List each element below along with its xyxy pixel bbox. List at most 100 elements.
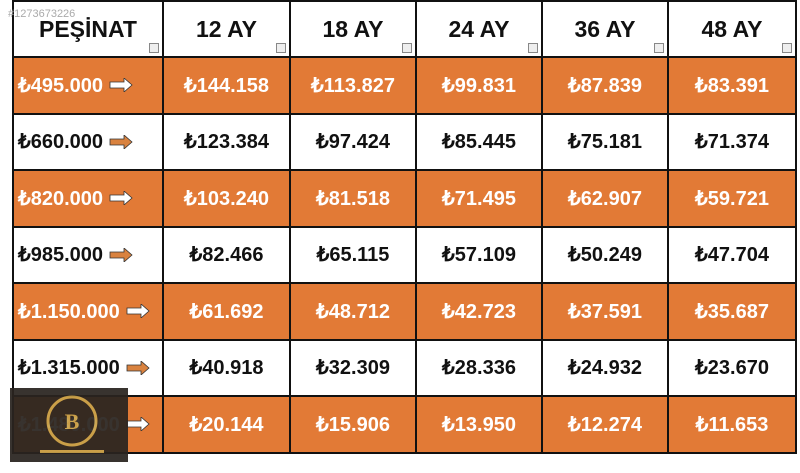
installment-cell: ₺65.115 — [289, 225, 417, 284]
installment-cell: ₺82.466 — [162, 225, 291, 284]
cell-text: ₺113.827 — [311, 74, 395, 97]
installment-cell: ₺75.181 — [541, 112, 669, 171]
watermark-id: #1273673226 — [8, 8, 76, 20]
installment-cell: ₺81.518 — [289, 169, 417, 228]
installment-cell: ₺48.712 — [289, 282, 417, 341]
cell-text: ₺42.723 — [442, 300, 516, 323]
filter-button[interactable] — [528, 43, 538, 53]
cell-text: ₺85.445 — [442, 131, 516, 154]
installment-cell: ₺15.906 — [289, 395, 417, 454]
cell-text: ₺40.918 — [189, 357, 264, 380]
installment-cell: ₺37.591 — [541, 282, 669, 341]
cell-text: ₺13.950 — [442, 413, 516, 436]
cell-text: ₺35.687 — [695, 300, 769, 323]
installment-cell: ₺97.424 — [289, 112, 417, 171]
installment-cell: ₺83.391 — [667, 56, 797, 115]
arrow-icon — [109, 247, 133, 262]
cell-text: ₺24.932 — [568, 357, 642, 380]
installment-cell: ₺35.687 — [667, 282, 797, 341]
arrow-icon — [126, 304, 150, 319]
cell-text: ₺99.831 — [442, 74, 516, 97]
installment-cell: ₺144.158 — [162, 56, 291, 115]
installment-cell: ₺40.918 — [162, 338, 291, 397]
cell-text: ₺23.670 — [695, 357, 769, 380]
filter-button[interactable] — [276, 43, 286, 53]
installment-cell: ₺71.495 — [415, 169, 543, 228]
cell-text: ₺71.374 — [695, 131, 769, 154]
cell-text: ₺48.712 — [316, 300, 390, 323]
installment-cell: ₺87.839 — [541, 56, 669, 115]
cell-text: ₺97.424 — [316, 131, 390, 154]
header-cell: 36 AY — [541, 0, 669, 58]
cell-text: ₺28.336 — [442, 357, 516, 380]
dealer-logo: B — [10, 388, 128, 462]
header-text: 12 AY — [196, 15, 257, 42]
cell-text: ₺87.839 — [568, 74, 642, 97]
down-payment-cell: ₺820.000 — [12, 169, 164, 228]
installment-cell: ₺85.445 — [415, 112, 543, 171]
header-text: 24 AY — [448, 15, 510, 42]
cell-text: ₺103.240 — [183, 187, 270, 210]
cell-text: ₺1.150.000 — [18, 300, 120, 323]
cell-text: ₺47.704 — [695, 244, 769, 267]
installment-cell: ₺62.907 — [541, 169, 669, 228]
arrow-icon — [109, 191, 133, 206]
cell-text: ₺15.906 — [316, 413, 390, 436]
installment-cell: ₺71.374 — [667, 112, 797, 171]
cell-text: ₺495.000 — [18, 74, 104, 97]
installment-cell: ₺113.827 — [289, 56, 417, 115]
installment-cell: ₺20.144 — [162, 395, 291, 454]
cell-text: ₺61.692 — [189, 300, 264, 323]
installment-cell: ₺123.384 — [162, 112, 291, 171]
installment-cell: ₺23.670 — [667, 338, 797, 397]
installment-cell: ₺61.692 — [162, 282, 291, 341]
header-cell: 18 AY — [289, 0, 417, 58]
cell-text: ₺59.721 — [695, 187, 769, 210]
down-payment-cell: ₺985.000 — [12, 225, 164, 284]
cell-text: ₺82.466 — [189, 244, 264, 267]
cell-text: ₺81.518 — [316, 187, 390, 210]
installment-cell: ₺28.336 — [415, 338, 543, 397]
installment-cell: ₺59.721 — [667, 169, 797, 228]
installment-cell: ₺11.653 — [667, 395, 797, 454]
cell-text: ₺37.591 — [568, 300, 642, 323]
cell-text: ₺32.309 — [316, 357, 390, 380]
filter-button[interactable] — [782, 43, 792, 53]
header-cell: PEŞİNAT — [12, 0, 164, 58]
cell-text: ₺65.115 — [316, 244, 390, 267]
arrow-icon — [126, 360, 150, 375]
arrow-icon — [109, 134, 133, 149]
cell-text: ₺820.000 — [18, 187, 104, 210]
header-text: 36 AY — [574, 15, 636, 42]
cell-text: ₺83.391 — [695, 74, 769, 97]
arrow-icon — [126, 417, 150, 432]
cell-text: ₺71.495 — [442, 187, 516, 210]
arrow-icon — [109, 78, 133, 93]
svg-text:B: B — [65, 409, 80, 434]
installment-cell: ₺50.249 — [541, 225, 669, 284]
header-cell: 24 AY — [415, 0, 543, 58]
cell-text: ₺50.249 — [568, 244, 642, 267]
cell-text: ₺20.144 — [189, 413, 264, 436]
header-cell: 48 AY — [667, 0, 797, 58]
installment-cell: ₺47.704 — [667, 225, 797, 284]
filter-button[interactable] — [149, 43, 159, 53]
installment-cell: ₺32.309 — [289, 338, 417, 397]
cell-text: ₺11.653 — [695, 413, 769, 436]
cell-text: ₺123.384 — [183, 131, 270, 154]
installment-cell: ₺99.831 — [415, 56, 543, 115]
down-payment-cell: ₺495.000 — [12, 56, 164, 115]
cell-text: ₺985.000 — [18, 244, 104, 267]
cell-text: ₺57.109 — [442, 244, 516, 267]
header-text: PEŞİNAT — [39, 15, 137, 42]
installment-cell: ₺13.950 — [415, 395, 543, 454]
filter-button[interactable] — [402, 43, 412, 53]
installment-cell: ₺24.932 — [541, 338, 669, 397]
header-cell: 12 AY — [162, 0, 291, 58]
down-payment-cell: ₺1.150.000 — [12, 282, 164, 341]
installment-cell: ₺12.274 — [541, 395, 669, 454]
cell-text: ₺1.315.000 — [18, 357, 120, 380]
filter-button[interactable] — [654, 43, 664, 53]
cell-text: ₺660.000 — [18, 131, 104, 154]
